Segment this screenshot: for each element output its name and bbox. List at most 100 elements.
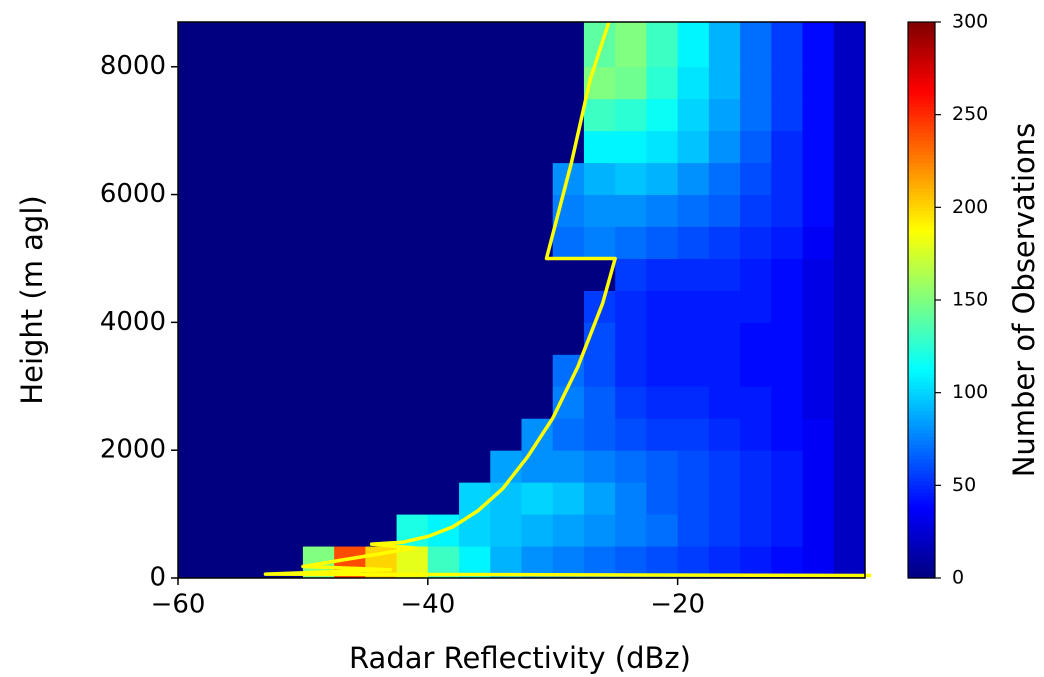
colorbar-step — [908, 344, 935, 349]
colorbar: 0 50 100 150 200 250 300 — [907, 11, 988, 589]
heatmap-cell — [365, 322, 398, 355]
heatmap-cell — [209, 162, 241, 196]
heatmap-cell — [833, 290, 866, 323]
colorbar-step — [908, 136, 935, 142]
colorbar-tick-label: 200 — [952, 196, 988, 218]
heatmap-cell — [771, 22, 804, 68]
heatmap-cell — [459, 66, 491, 100]
heatmap-cell — [771, 162, 804, 196]
colorbar-step — [908, 337, 935, 342]
heatmap-cell — [708, 386, 741, 419]
heatmap-cell — [740, 482, 772, 515]
heatmap-cell — [271, 450, 304, 483]
heatmap-cell — [427, 194, 460, 228]
colorbar-step — [908, 448, 935, 453]
heatmap-cell — [833, 162, 866, 196]
heatmap-cell — [802, 98, 835, 132]
colorbar-step — [908, 59, 935, 64]
colorbar-step — [908, 181, 935, 186]
heatmap — [178, 21, 872, 579]
colorbar-step — [908, 325, 935, 331]
heatmap-cell — [271, 290, 304, 323]
heatmap-cell — [459, 450, 491, 483]
heatmap-cell — [740, 258, 772, 291]
heatmap-cell — [178, 258, 210, 291]
heatmap-cell — [708, 450, 741, 483]
heatmap-cell — [677, 194, 710, 228]
heatmap-cell — [334, 258, 366, 291]
heatmap-cell — [396, 386, 429, 419]
colorbar-step — [908, 173, 935, 179]
heatmap-cell — [459, 386, 491, 419]
heatmap-cell — [490, 418, 522, 451]
heatmap-cell — [833, 546, 866, 579]
colorbar-step — [908, 563, 935, 568]
heatmap-cell — [802, 66, 835, 100]
heatmap-cell — [178, 514, 210, 547]
colorbar-step — [908, 266, 935, 271]
heatmap-cell — [178, 546, 210, 579]
heatmap-cell — [365, 226, 398, 259]
colorbar-step — [908, 199, 935, 205]
colorbar-step — [908, 85, 935, 90]
colorbar-step — [908, 348, 935, 353]
heatmap-cell — [334, 450, 366, 483]
heatmap-cell — [334, 418, 366, 451]
colorbar-step — [908, 192, 935, 197]
colorbar-step — [908, 314, 935, 320]
colorbar-tick-label: 250 — [952, 103, 988, 125]
colorbar-step — [908, 211, 935, 216]
heatmap-cell — [677, 322, 710, 355]
colorbar-step — [908, 274, 935, 279]
heatmap-cell — [802, 22, 835, 68]
heatmap-cell — [708, 98, 741, 132]
heatmap-cell — [302, 514, 335, 547]
colorbar-step — [908, 511, 935, 516]
heatmap-cell — [708, 162, 741, 196]
heatmap-cell — [708, 418, 741, 451]
heatmap-cell — [396, 258, 429, 291]
heatmap-cell — [396, 322, 429, 355]
heatmap-cell — [209, 514, 241, 547]
colorbar-step — [908, 418, 935, 423]
heatmap-cell — [833, 194, 866, 228]
x-axis-label: Radar Reflectivity (dBz) — [349, 641, 691, 675]
colorbar-step — [908, 518, 935, 523]
colorbar-tick-label: 300 — [952, 11, 988, 33]
heatmap-cell — [240, 194, 273, 228]
heatmap-cell — [521, 98, 554, 132]
colorbar-step — [908, 533, 935, 538]
heatmap-cell — [677, 386, 710, 419]
colorbar-step — [908, 374, 935, 379]
colorbar-step — [908, 537, 935, 542]
colorbar-step — [908, 574, 935, 579]
colorbar-step — [908, 381, 935, 386]
colorbar-step — [908, 322, 935, 327]
heatmap-cell — [771, 354, 804, 387]
heatmap-cell — [334, 322, 366, 355]
heatmap-cell — [552, 258, 585, 291]
heatmap-cell — [708, 194, 741, 228]
heatmap-cell — [334, 194, 366, 228]
heatmap-cell — [521, 450, 554, 483]
heatmap-cell — [178, 98, 210, 132]
heatmap-cell — [833, 386, 866, 419]
heatmap-cell — [240, 226, 273, 259]
heatmap-cell — [802, 386, 835, 419]
heatmap-cell — [521, 66, 554, 100]
heatmap-cell — [708, 514, 741, 547]
heatmap-cell — [459, 418, 491, 451]
heatmap-cell — [365, 130, 398, 164]
heatmap-cell — [271, 354, 304, 387]
heatmap-cell — [302, 226, 335, 259]
colorbar-step — [908, 459, 935, 464]
heatmap-cell — [427, 258, 460, 291]
heatmap-cell — [209, 386, 241, 419]
heatmap-cell — [459, 258, 491, 291]
colorbar-step — [908, 114, 935, 119]
heatmap-cell — [240, 162, 273, 196]
colorbar-step — [908, 355, 935, 360]
heatmap-cell — [427, 66, 460, 100]
heatmap-cell — [646, 290, 679, 323]
